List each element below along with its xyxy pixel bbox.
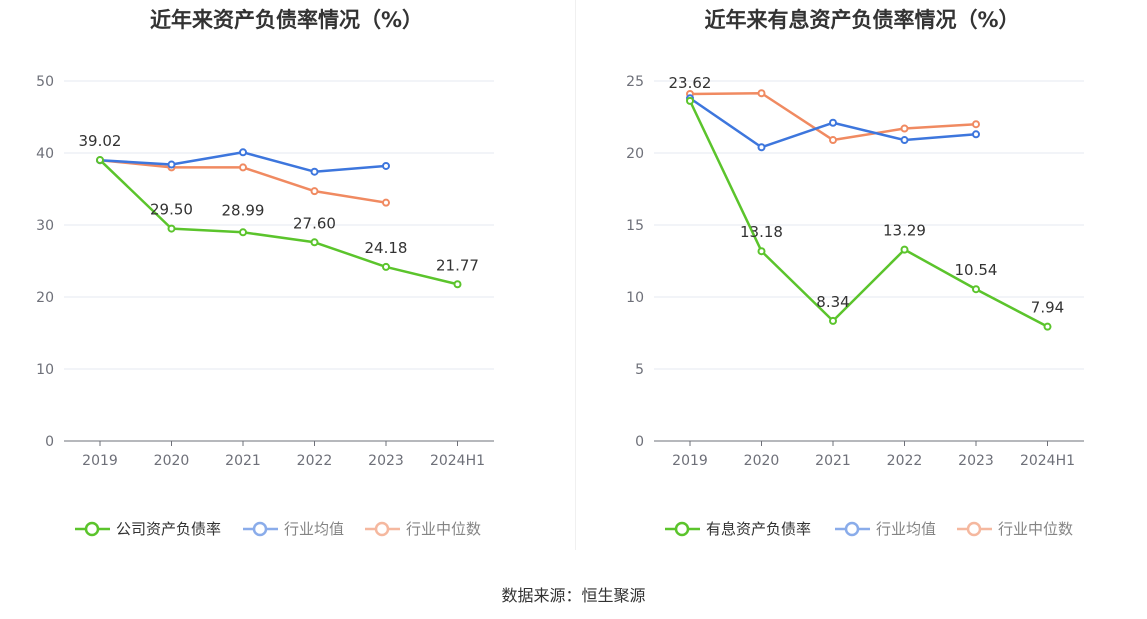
data-label: 7.94 <box>1031 299 1064 317</box>
data-label: 29.50 <box>150 201 193 219</box>
data-label: 27.60 <box>293 214 336 232</box>
y-tick-label: 40 <box>36 146 54 162</box>
data-point[interactable] <box>900 136 909 145</box>
y-tick-label: 10 <box>626 290 644 306</box>
legend-label: 有息资产负债率 <box>706 520 811 538</box>
data-label: 13.29 <box>883 222 926 240</box>
legend-marker <box>966 521 982 537</box>
legend-marker <box>84 521 100 537</box>
data-point[interactable] <box>829 118 837 127</box>
legend-label: 行业中位数 <box>998 520 1073 538</box>
series-line <box>689 91 977 142</box>
y-tick-label: 0 <box>45 434 54 450</box>
chart-panel-asset-liability: 近年来资产负债率情况（%） 0 10 20 30 40 50 2019 2020 2021 202… <box>0 0 573 560</box>
y-tick-label: 15 <box>626 218 644 234</box>
data-point[interactable] <box>382 262 390 271</box>
data-point[interactable] <box>757 143 766 152</box>
data-point[interactable] <box>96 156 104 165</box>
data-point[interactable] <box>972 120 980 129</box>
legend-item[interactable]: 有息资产负债率 <box>665 520 811 538</box>
legend-item[interactable]: 行业均值 <box>243 520 344 538</box>
x-tick-label: 2020 <box>154 453 190 469</box>
data-point[interactable] <box>829 136 837 145</box>
data-label: 24.18 <box>365 239 408 257</box>
data-point[interactable] <box>453 280 462 289</box>
data-point[interactable] <box>239 163 247 172</box>
panel-divider <box>575 0 576 550</box>
legend-marker <box>674 521 690 537</box>
x-tick-label: 2020 <box>744 453 780 469</box>
legend-label: 行业均值 <box>284 520 344 538</box>
data-label: 8.34 <box>816 293 849 311</box>
x-tick-label: 2022 <box>887 453 923 469</box>
legend-label: 行业均值 <box>876 520 936 538</box>
legend-item[interactable]: 公司资产负债率 <box>75 520 221 538</box>
data-point[interactable] <box>239 148 247 157</box>
x-tick-label: 2023 <box>368 453 404 469</box>
legend-item[interactable]: 行业均值 <box>835 520 936 538</box>
x-tick-label: 2019 <box>672 453 708 469</box>
data-point[interactable] <box>686 96 694 105</box>
x-tick-label: 2021 <box>225 453 261 469</box>
x-tick-label: 2023 <box>958 453 994 469</box>
y-tick-label: 30 <box>36 218 54 234</box>
legend-marker <box>374 521 390 537</box>
data-label: 21.77 <box>436 256 479 274</box>
data-point[interactable] <box>972 285 980 294</box>
data-point[interactable] <box>310 167 319 176</box>
data-point[interactable] <box>1043 322 1052 331</box>
legend-marker <box>252 521 268 537</box>
data-point[interactable] <box>900 124 909 133</box>
legend-item[interactable]: 行业中位数 <box>365 520 481 538</box>
x-tick-label: 2024H1 <box>430 453 485 469</box>
legend-item[interactable]: 行业中位数 <box>957 520 1073 538</box>
data-point[interactable] <box>382 198 390 207</box>
y-tick-label: 50 <box>36 74 54 90</box>
data-point[interactable] <box>757 247 766 256</box>
data-label: 28.99 <box>222 201 265 219</box>
y-tick-label: 20 <box>36 290 54 306</box>
x-tick-label: 2021 <box>815 453 851 469</box>
y-tick-label: 10 <box>36 362 54 378</box>
data-point[interactable] <box>757 89 766 98</box>
legend-marker <box>844 521 860 537</box>
chart-title: 近年来有息资产负债率情况（%） <box>704 8 1020 32</box>
y-tick-label: 0 <box>635 434 644 450</box>
line-chart-asset-liability: 0 10 20 30 40 50 2019 2020 2021 2022 2023 2024H1 39.… <box>36 74 494 538</box>
chart-title: 近年来资产负债率情况（%） <box>149 8 424 32</box>
data-point[interactable] <box>239 228 247 237</box>
data-point[interactable] <box>972 130 980 139</box>
legend-label: 公司资产负债率 <box>116 520 221 538</box>
x-tick-label: 2024H1 <box>1020 453 1075 469</box>
data-label: 23.62 <box>669 74 712 92</box>
data-label: 10.54 <box>955 261 998 279</box>
data-point[interactable] <box>310 238 319 247</box>
line-chart-interest-bearing: 0 5 10 15 20 25 2019 2020 2021 2022 2023 2024H1 23.6… <box>626 74 1084 538</box>
data-point[interactable] <box>900 245 909 254</box>
data-point[interactable] <box>310 187 319 196</box>
data-source: 数据来源：恒生聚源 <box>501 586 646 605</box>
chart-panel-interest-bearing: 近年来有息资产负债率情况（%） 0 5 10 15 20 25 2019 2020 2021 20… <box>577 0 1147 560</box>
y-tick-label: 25 <box>626 74 644 90</box>
data-point[interactable] <box>167 224 176 233</box>
data-point[interactable] <box>382 161 390 170</box>
x-tick-label: 2022 <box>297 453 333 469</box>
data-label: 13.18 <box>740 223 783 241</box>
x-tick-label: 2019 <box>82 453 118 469</box>
series-line <box>99 159 458 286</box>
legend-label: 行业中位数 <box>406 520 481 538</box>
data-point[interactable] <box>167 160 176 169</box>
y-tick-label: 20 <box>626 146 644 162</box>
data-point[interactable] <box>829 316 837 325</box>
data-label: 39.02 <box>79 132 122 150</box>
series-line <box>688 100 1049 328</box>
y-tick-label: 5 <box>635 362 644 378</box>
